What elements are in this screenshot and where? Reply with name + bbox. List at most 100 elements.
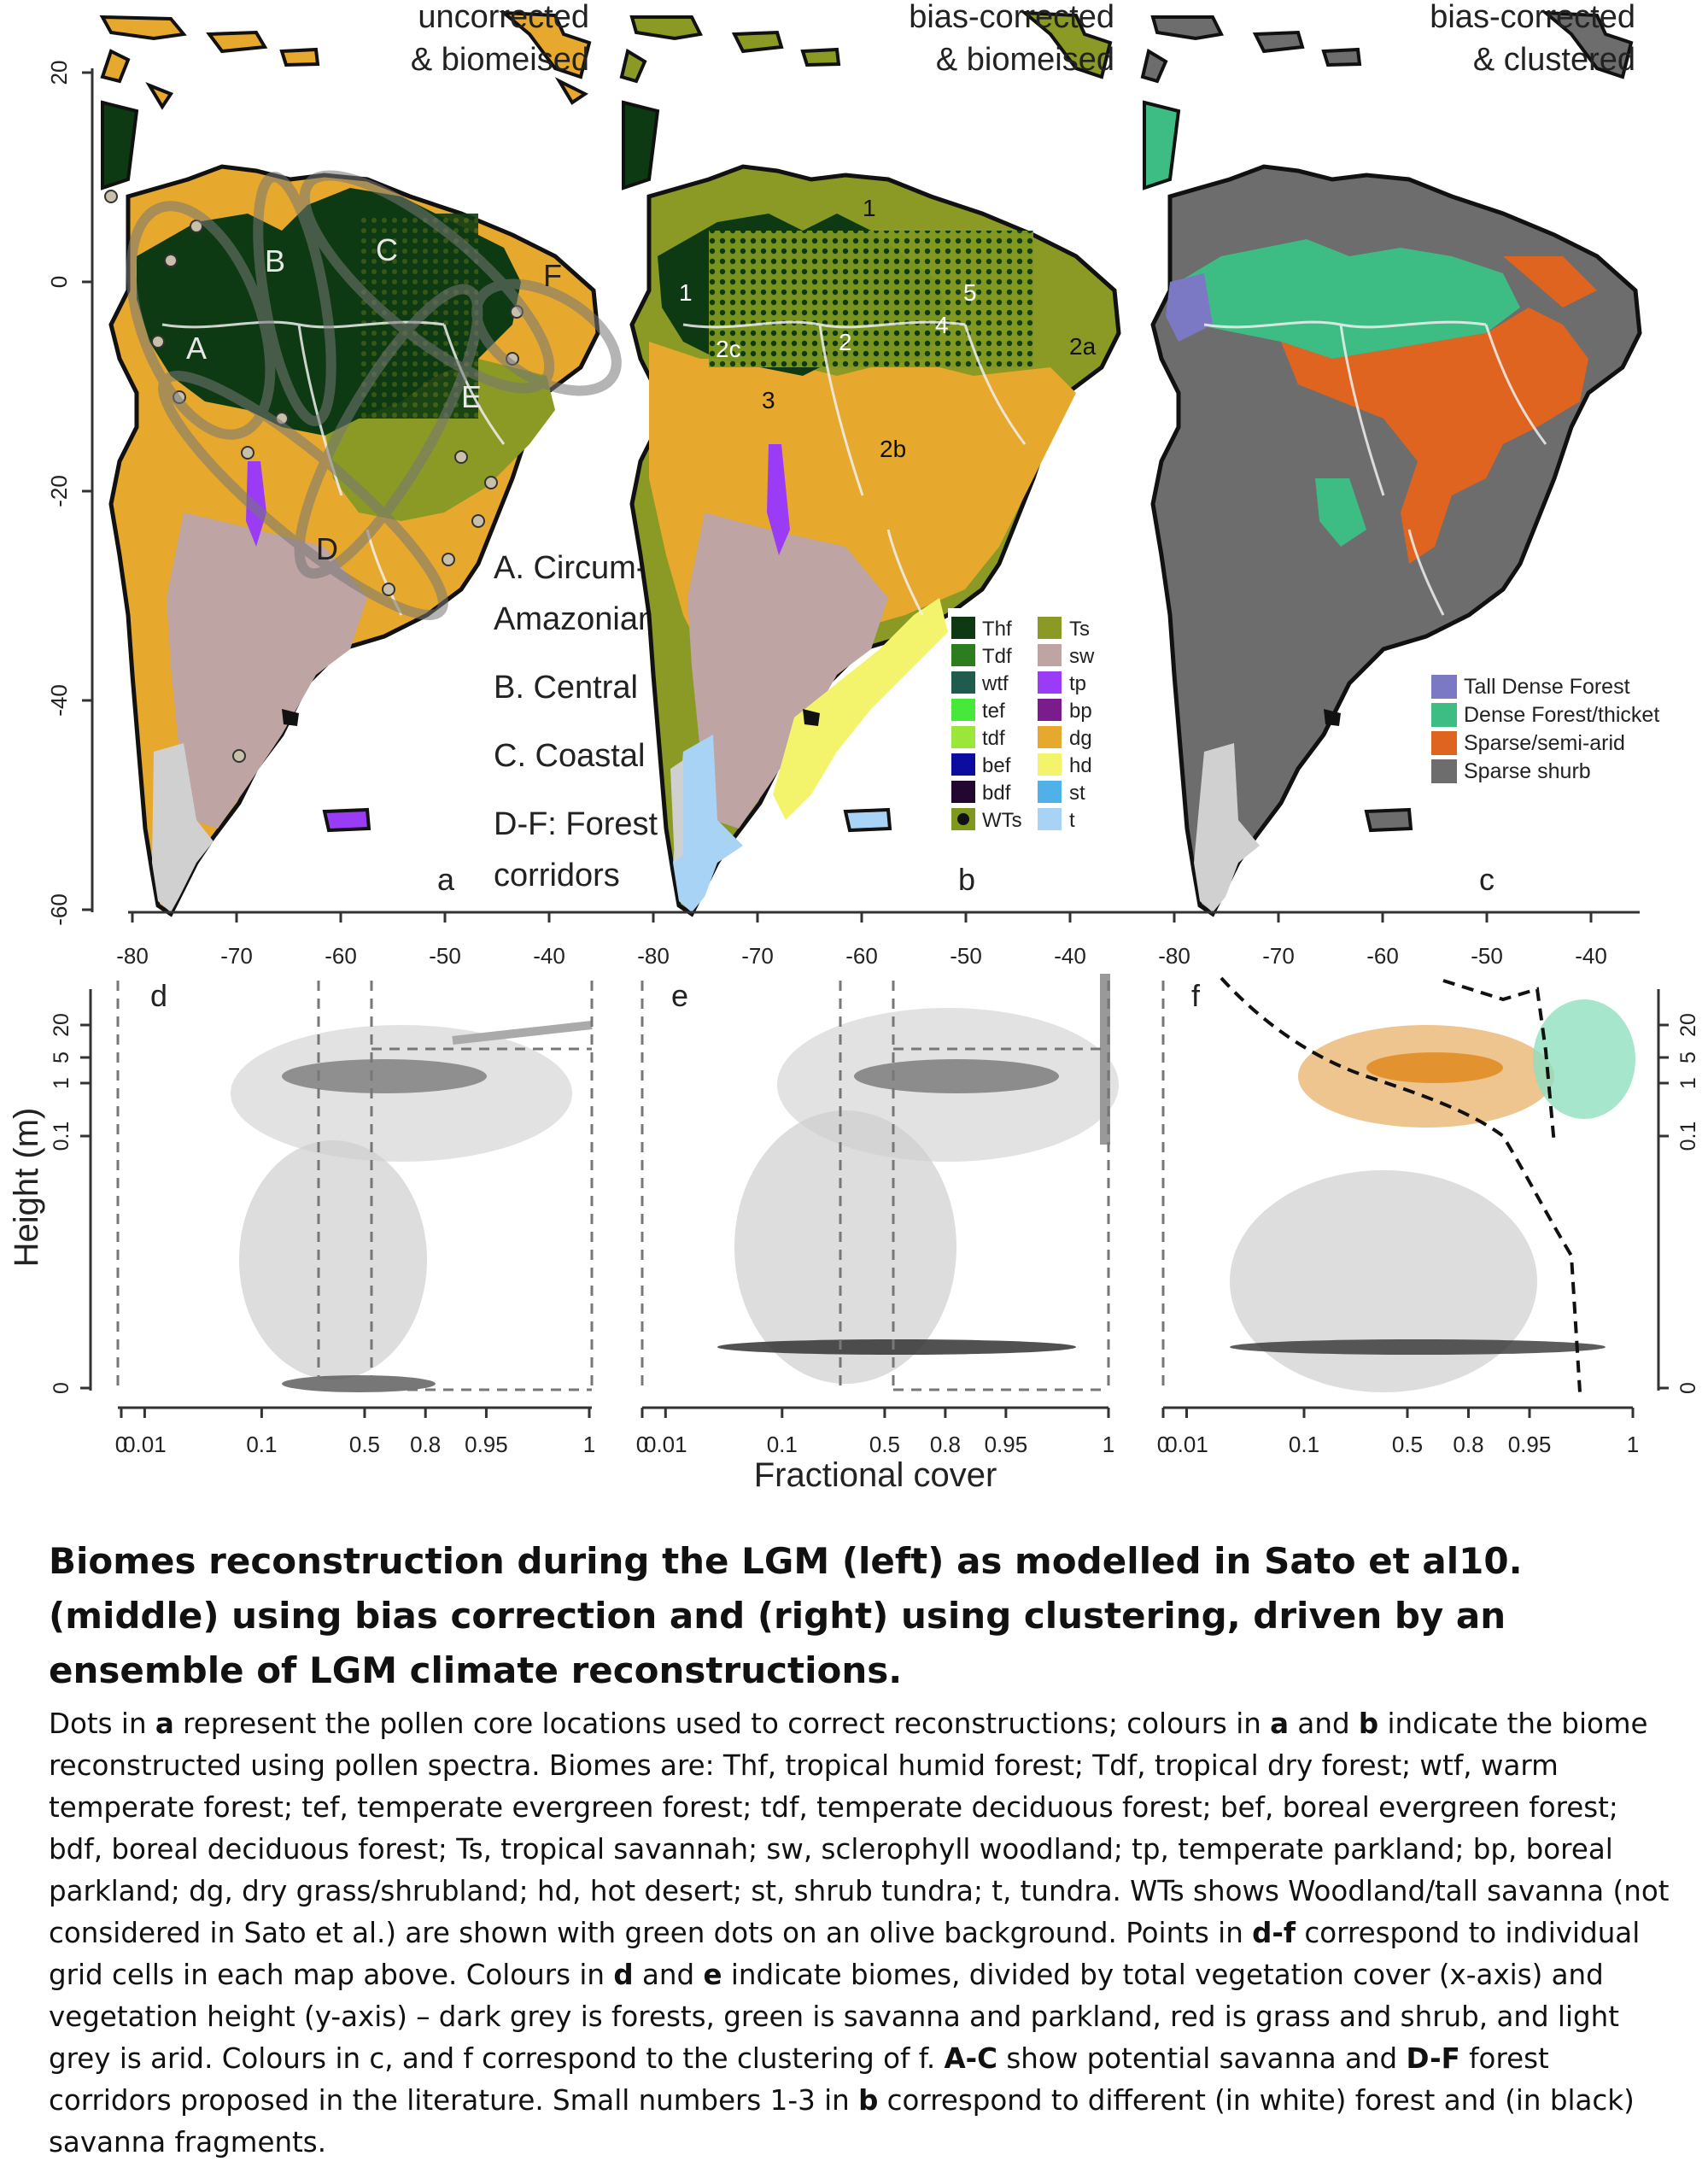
panel-a-letter: a xyxy=(437,862,455,897)
legend-swatch xyxy=(951,726,975,748)
point-cloud xyxy=(1230,1170,1537,1392)
legend-swatch xyxy=(1038,726,1062,748)
scatter-panel-f: f xyxy=(1161,976,1635,1393)
legend-swatch xyxy=(1038,617,1062,639)
legend-label: Dense Forest/thicket xyxy=(1464,703,1659,727)
caption-text: indicate biomes, divided by total vegeta… xyxy=(49,1959,1619,2075)
legend-swatch xyxy=(1038,808,1062,830)
caption-bold-ref: d-f xyxy=(1252,1917,1296,1949)
height-tick-label: 5 xyxy=(50,1051,73,1063)
corridor-overlays xyxy=(126,170,622,620)
figure: A B C D E F A. Circum- Amazonian B. Cent… xyxy=(8,0,1700,1494)
height-tick-label: 0.1 xyxy=(1676,1122,1700,1151)
falklands xyxy=(843,807,892,833)
cover-tick-label: 0.5 xyxy=(349,1432,380,1457)
legend-label: tp xyxy=(1069,672,1086,695)
caption-body: Dots in a represent the pollen core loca… xyxy=(49,1703,1671,2164)
caption-bold-ref: A-C xyxy=(944,2042,998,2075)
longitude-ticks: -80 -70 -60 -50 -40 -80 -70 -60 -50 -40 -80 -70 -60 -… xyxy=(116,912,1607,969)
legend-label: wtf xyxy=(981,672,1009,695)
lon-tick-label: -80 xyxy=(637,943,670,969)
legend-box xyxy=(948,608,1119,841)
latitude-ticks: 20 0 -20 -40 -60 xyxy=(46,61,92,926)
caribbean-islands xyxy=(1140,15,1362,84)
legend-label: sw xyxy=(1069,645,1095,668)
scatter-axes xyxy=(89,989,1660,1409)
figure-caption: Biomes reconstruction during the LGM (le… xyxy=(49,1534,1671,2164)
hot-desert-region xyxy=(773,598,948,820)
fragment-label: 5 xyxy=(963,279,977,306)
point-cloud-dense xyxy=(854,1059,1059,1093)
scatter-panel-e: e xyxy=(640,974,1119,1391)
height-ticks-right: 20 5 1 0.1 0 xyxy=(1658,1013,1700,1394)
tundra-region xyxy=(152,743,214,912)
fragment-label: 4 xyxy=(935,312,949,338)
legend-swatch xyxy=(1038,781,1062,803)
cover-tick-label: 0.95 xyxy=(1508,1432,1552,1457)
caribbean-islands-east xyxy=(1020,10,1113,79)
cover-ticks: 00.01 0.1 0.5 0.8 0.95 1 00.01 0.1 0.5 0.8 0.95 1 00… xyxy=(115,1408,1639,1457)
corridor-label-d: D xyxy=(316,531,338,566)
point-cloud xyxy=(239,1140,427,1379)
caribbean-islands-east xyxy=(499,10,592,105)
legend-label: hd xyxy=(1069,754,1092,777)
cover-tick-label: 1 xyxy=(1103,1432,1114,1457)
cover-tick-label: 0.8 xyxy=(930,1432,961,1457)
tundra-region xyxy=(673,735,743,912)
lon-tick-label: -80 xyxy=(116,943,149,969)
legend-swatch xyxy=(1431,731,1457,755)
caption-text: forest corridors proposed in the literat… xyxy=(49,2042,1549,2117)
lake-titicaca xyxy=(1324,709,1341,726)
fragment-label: 2a xyxy=(1069,333,1097,360)
height-tick-label: 1 xyxy=(50,1077,73,1089)
panel-e-letter: e xyxy=(671,978,688,1013)
legend-label: tdf xyxy=(982,727,1005,750)
legend-swatch xyxy=(951,699,975,721)
lon-tick-label: -40 xyxy=(1575,943,1607,969)
point-cloud-dense xyxy=(1230,1339,1606,1355)
cover-tick-label: 0 xyxy=(636,1432,648,1457)
lat-tick-label: 0 xyxy=(46,276,72,288)
legend-swatch xyxy=(951,753,975,776)
legend-swatch xyxy=(1038,699,1062,721)
lat-tick-label: -40 xyxy=(46,684,72,717)
cover-tick-label: 1 xyxy=(583,1432,595,1457)
central-america xyxy=(1143,100,1181,190)
caption-text: represent the pollen core locations used… xyxy=(173,1707,1271,1740)
note-c: C. Coastal xyxy=(494,738,645,774)
cover-tick-label: 0 xyxy=(1157,1432,1169,1457)
sparse-semiarid-region xyxy=(1281,308,1588,564)
caption-bold-ref: d xyxy=(613,1959,634,1991)
point-cloud-dense xyxy=(282,1059,487,1093)
caption-bold-ref: a xyxy=(155,1707,174,1740)
lon-tick-label: -40 xyxy=(533,943,565,969)
fragment-label: 2 xyxy=(839,329,852,355)
corridor-label-b: B xyxy=(265,243,285,278)
cover-tick-label: 0.5 xyxy=(1392,1432,1423,1457)
rivers xyxy=(1203,320,1547,616)
legend-label: Sparse/semi-arid xyxy=(1464,731,1625,755)
legend-dot xyxy=(957,813,969,825)
cover-tick-label: 0.01 xyxy=(1165,1432,1208,1457)
panel-c-title-2: & clustered xyxy=(1473,42,1635,78)
caption-text: show potential savanna and xyxy=(997,2042,1407,2075)
caption-text: correspond to individual grid cells in e… xyxy=(49,1917,1641,1991)
parkland-strip xyxy=(767,444,790,555)
corridor-label-e: E xyxy=(461,379,482,414)
scatter-panel-d: d xyxy=(116,978,594,1392)
caribbean-islands xyxy=(619,15,841,84)
height-tick-label: 0 xyxy=(1676,1382,1700,1394)
note-b: B. Central xyxy=(494,670,638,706)
lon-tick-label: -70 xyxy=(741,943,774,969)
tundra-region xyxy=(1194,743,1260,912)
legend-label: tef xyxy=(982,700,1005,723)
legend-label: bef xyxy=(982,754,1011,777)
caption-bold-ref: b xyxy=(1358,1707,1379,1740)
lon-tick-label: -60 xyxy=(1366,943,1399,969)
panel-a-title-2: & biomeised xyxy=(411,42,589,78)
sclerophyll-region xyxy=(167,513,367,829)
cover-tick-label: 0.01 xyxy=(123,1432,167,1457)
height-tick-label: 1 xyxy=(1676,1077,1700,1089)
caption-text: correspond to different (in white) fores… xyxy=(49,2084,1635,2158)
legend-swatch xyxy=(1431,675,1457,699)
